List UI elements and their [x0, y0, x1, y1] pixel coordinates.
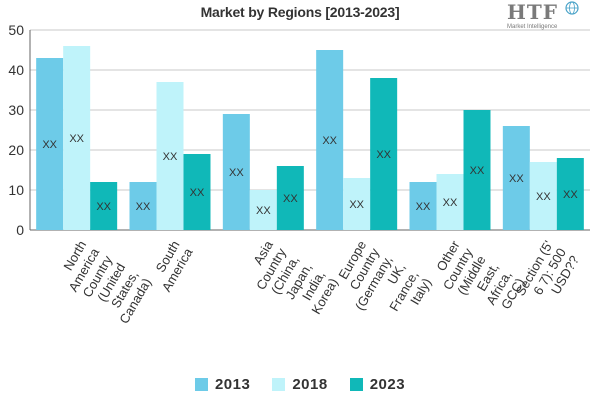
x-tick-label: SouthAmerica — [146, 237, 196, 294]
htf-logo: HTF Market Intelligence — [503, 0, 598, 34]
bar — [276, 166, 304, 230]
bar-data-label: XX — [322, 135, 337, 147]
chart-legend: 2013 2018 2023 — [0, 376, 600, 393]
y-tick-label: 40 — [8, 62, 24, 78]
bar-data-label: XX — [283, 193, 298, 205]
bar-data-label: XX — [376, 149, 391, 161]
bar-data-label: XX — [229, 167, 244, 179]
bar-data-label: XX — [190, 187, 205, 199]
bar — [436, 174, 464, 230]
bar — [316, 50, 344, 230]
logo-text: HTF — [507, 0, 558, 24]
x-tick-label: AsiaCountry(China,Japan,India,Korea) — [240, 237, 341, 322]
x-tick-label: EuropeCountry(Germany,UK,France,Italy) — [326, 238, 434, 336]
bar-data-label: XX — [470, 165, 485, 177]
bar — [183, 154, 211, 230]
legend-label: 2013 — [214, 376, 251, 393]
legend-swatch — [272, 378, 286, 391]
legend-item: 2023 — [349, 376, 406, 393]
legend-item: 2013 — [194, 376, 251, 393]
x-tick-label: NorthAmericaCountry(UnitedStates,Canada) — [51, 237, 154, 326]
bar-data-label: XX — [349, 199, 364, 211]
y-tick-label: 20 — [8, 142, 24, 158]
bar — [463, 110, 491, 230]
legend-swatch — [349, 378, 363, 391]
legend-label: 2018 — [292, 376, 328, 393]
y-tick-label: 10 — [8, 182, 24, 198]
x-tick-label: Section (5'6 7): 500USD?? — [512, 238, 581, 313]
bar-data-label: XX — [163, 151, 178, 163]
legend-item: 2018 — [272, 376, 327, 393]
bar-data-label: XX — [443, 197, 458, 209]
bar — [409, 182, 437, 230]
bar-data-label: XX — [136, 201, 151, 213]
bar-data-label: XX — [256, 205, 271, 217]
bar-data-label: XX — [563, 189, 578, 201]
x-tick-label: OtherCountry(MiddleEast,Africa,GCC) — [427, 237, 528, 322]
bar-data-label: XX — [416, 201, 431, 213]
bar — [370, 78, 398, 230]
bar — [63, 46, 91, 230]
bar — [129, 182, 157, 230]
bar — [222, 114, 250, 230]
bar — [529, 162, 557, 230]
legend-label: 2023 — [369, 376, 406, 393]
y-tick-label: 30 — [8, 102, 24, 118]
y-tick-label: 0 — [16, 222, 24, 238]
logo-subtext: Market Intelligence — [507, 24, 558, 30]
legend-swatch — [194, 378, 208, 391]
bar — [156, 82, 184, 230]
bar-data-label: XX — [42, 139, 57, 151]
bar-data-label: XX — [69, 133, 84, 145]
bar — [249, 190, 277, 230]
bar-data-label: XX — [509, 173, 524, 185]
bar — [502, 126, 530, 230]
bar — [556, 158, 584, 230]
bar — [36, 58, 64, 230]
y-tick-label: 50 — [8, 22, 24, 38]
bar — [343, 178, 371, 230]
bar — [90, 182, 118, 230]
chart-title: Market by Regions [2013-2023] — [200, 4, 400, 20]
bar-data-label: XX — [536, 191, 551, 203]
bar-data-label: XX — [96, 201, 111, 213]
globe-icon — [565, 1, 579, 15]
